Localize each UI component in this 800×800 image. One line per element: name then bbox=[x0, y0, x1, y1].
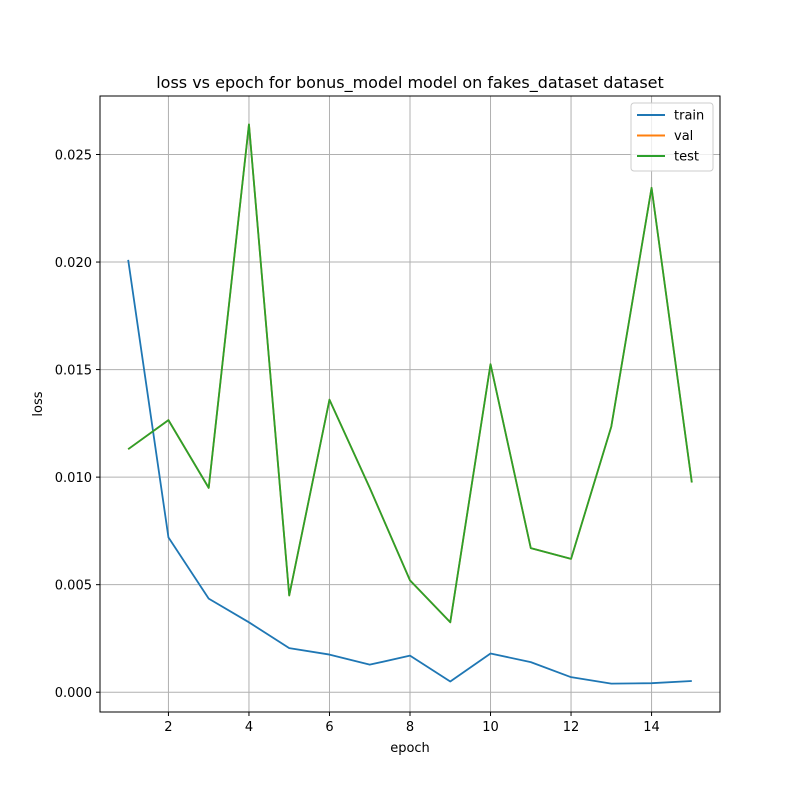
y-axis-label: loss bbox=[31, 391, 46, 416]
chart-title: loss vs epoch for bonus_model model on f… bbox=[156, 73, 664, 93]
y-tick-label: 0.005 bbox=[55, 579, 92, 594]
x-axis-label: epoch bbox=[390, 741, 430, 756]
legend-label-test: test bbox=[674, 150, 699, 165]
x-tick-label: 2 bbox=[164, 720, 172, 735]
y-tick-label: 0.000 bbox=[55, 686, 92, 701]
x-tick-label: 14 bbox=[643, 720, 660, 735]
x-tick-label: 10 bbox=[482, 720, 499, 735]
legend-label-train: train bbox=[674, 109, 704, 124]
y-axis-ticks: 0.000 0.005 0.010 0.015 0.020 0.025 bbox=[55, 149, 100, 701]
series-line-train bbox=[127, 259, 692, 685]
legend-label-val: val bbox=[674, 129, 693, 144]
grid bbox=[100, 96, 720, 712]
y-tick-label: 0.025 bbox=[55, 149, 92, 164]
series-line-test bbox=[127, 123, 693, 624]
y-tick-label: 0.010 bbox=[55, 471, 92, 486]
x-tick-label: 4 bbox=[245, 720, 253, 735]
x-tick-label: 12 bbox=[563, 720, 580, 735]
x-tick-label: 6 bbox=[325, 720, 333, 735]
y-tick-label: 0.020 bbox=[55, 256, 92, 271]
legend: train val test bbox=[630, 102, 714, 172]
x-axis-ticks: 2 4 6 8 10 12 14 bbox=[164, 712, 660, 735]
series-lines bbox=[127, 123, 693, 685]
legend-box bbox=[630, 102, 714, 172]
y-tick-label: 0.015 bbox=[55, 364, 92, 379]
x-tick-label: 8 bbox=[406, 720, 414, 735]
